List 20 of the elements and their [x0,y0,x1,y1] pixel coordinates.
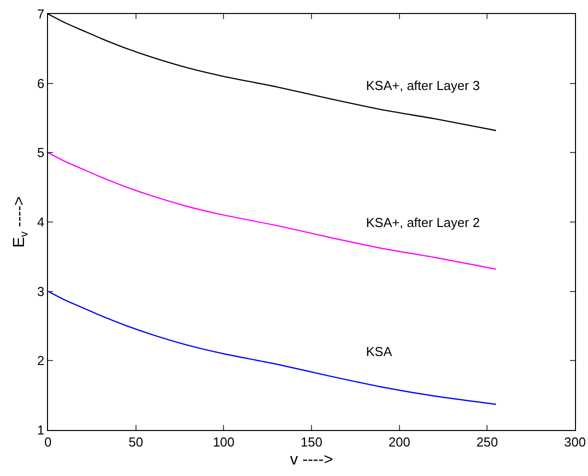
annotation: KSA [366,344,392,359]
y-tick-label: 1 [37,422,44,438]
annotation: KSA+, after Layer 2 [366,215,480,230]
y-tick-label: 4 [37,214,44,230]
x-tick-label: 300 [564,434,586,450]
y-tick-label: 5 [37,145,44,160]
y-tick-label: 6 [37,76,44,91]
x-tick-label: 0 [44,434,52,450]
x-tick-label: 200 [388,434,410,450]
x-tick-label: 150 [300,434,322,450]
x-tick-label: 50 [128,434,144,450]
x-tick-label: 100 [212,434,235,450]
y-tick-label: 3 [37,284,44,299]
line-series [48,290,497,405]
y-tick-label: 2 [37,353,44,368]
annotation: KSA+, after Layer 3 [366,78,480,93]
x-tick-label: 250 [476,434,498,450]
x-axis-title: v ----> [290,451,334,468]
line-series [48,152,497,270]
y-tick-label: 7 [37,6,44,22]
